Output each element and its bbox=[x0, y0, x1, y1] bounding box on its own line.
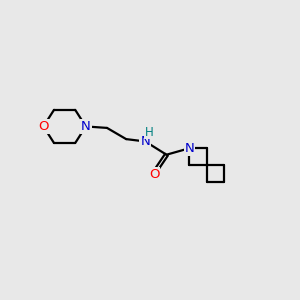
Text: N: N bbox=[184, 142, 194, 155]
Text: N: N bbox=[140, 135, 150, 148]
Text: N: N bbox=[81, 120, 91, 133]
Text: H: H bbox=[145, 125, 154, 139]
Text: O: O bbox=[149, 168, 159, 181]
Text: O: O bbox=[38, 120, 49, 133]
